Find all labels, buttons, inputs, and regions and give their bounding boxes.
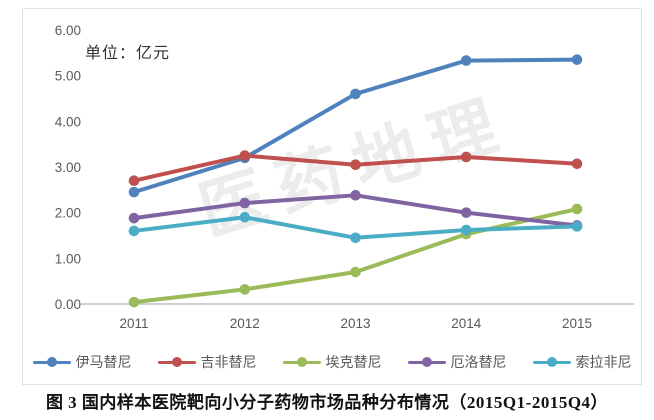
legend-line-marker-icon: [532, 357, 571, 368]
data-point-marker: [350, 190, 361, 201]
legend-label: 埃克替尼: [325, 354, 382, 370]
legend-item: 厄洛替尼: [407, 352, 507, 372]
x-axis-tick: 2014: [451, 316, 482, 331]
data-point-marker: [128, 225, 140, 237]
data-point-marker: [460, 151, 472, 163]
legend-item: 伊马替尼: [32, 352, 132, 372]
data-point-marker: [460, 207, 472, 218]
data-point-marker: [239, 211, 251, 223]
legend-item: 吉非替尼: [157, 352, 257, 372]
legend-label: 伊马替尼: [75, 354, 132, 370]
data-point-marker: [350, 232, 361, 244]
legend-line-marker-icon: [282, 357, 321, 368]
y-axis-tick: 1.00: [55, 251, 81, 266]
y-axis-tick: 5.00: [55, 69, 81, 84]
legend-item: 埃克替尼: [282, 352, 382, 372]
legend-label: 吉非替尼: [200, 354, 257, 370]
data-point-marker: [571, 203, 583, 215]
y-axis-tick: 4.00: [55, 114, 81, 129]
y-axis-tick: 6.00: [55, 23, 81, 38]
figure-caption: 图 3 国内样本医院靶向小分子药物市场品种分布情况（2015Q1-2015Q4）: [45, 393, 609, 412]
data-point-marker: [350, 159, 361, 171]
data-point-marker: [460, 224, 472, 236]
data-point-marker: [571, 158, 583, 170]
x-axis-tick: 2011: [119, 316, 148, 331]
data-point-marker: [350, 266, 361, 278]
data-point-marker: [350, 88, 361, 100]
legend-line-marker-icon: [32, 357, 71, 368]
x-axis-tick: 2012: [230, 316, 260, 331]
y-axis-tick: 3.00: [55, 160, 81, 175]
data-point-marker: [460, 55, 472, 66]
data-point-marker: [128, 175, 140, 186]
x-axis-tick: 2015: [562, 316, 592, 331]
data-point-marker: [128, 296, 140, 308]
data-point-marker: [571, 54, 583, 65]
legend-label: 索拉非尼: [575, 354, 632, 370]
legend-line-marker-icon: [157, 357, 196, 368]
series-line: [132, 57, 579, 195]
y-axis-tick: 0.00: [55, 297, 81, 312]
data-point-marker: [239, 150, 251, 161]
legend-item: 索拉非尼: [532, 352, 632, 372]
data-point-marker: [128, 212, 140, 224]
unit-label: 单位：亿元: [85, 45, 171, 62]
data-point-marker: [239, 284, 251, 295]
data-point-marker: [239, 197, 251, 209]
chart-panel: 医药地理 0.00 1.00 2.00 3.00 4.00 5.00 6.00 2011 201…: [22, 8, 642, 385]
legend-line-marker-icon: [407, 357, 446, 368]
legend: 伊马替尼 吉非替尼 埃克替尼 厄洛替尼 索拉非尼: [23, 352, 641, 372]
line-chart: 0.00 1.00 2.00 3.00 4.00 5.00 6.00 2011 2012 2013…: [55, 23, 634, 331]
y-axis-tick: 2.00: [55, 206, 81, 221]
data-point-marker: [571, 221, 583, 232]
legend-label: 厄洛替尼: [450, 354, 507, 370]
data-point-marker: [128, 186, 140, 198]
x-axis-tick: 2013: [340, 316, 370, 331]
